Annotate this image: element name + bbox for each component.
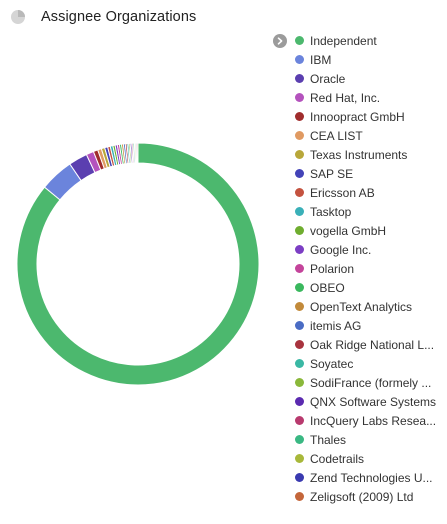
legend-color-dot [295, 150, 304, 159]
legend-label: Texas Instruments [310, 147, 408, 162]
legend-label: vogella GmbH [310, 223, 387, 238]
legend-label: SAP SE [310, 166, 354, 181]
legend-item[interactable]: Zeligsoft (2009) Ltd [295, 487, 440, 506]
chart-header: Assignee Organizations [10, 6, 196, 28]
legend-label: Innoopract GmbH [310, 109, 405, 124]
pie-slice[interactable] [16, 142, 260, 386]
legend-label: Soyatec [310, 356, 354, 371]
legend-color-dot [295, 169, 304, 178]
legend-color-dot [295, 93, 304, 102]
legend-color-dot [295, 245, 304, 254]
legend-color-dot [295, 340, 304, 349]
legend-item[interactable]: CEA LIST [295, 126, 440, 145]
legend-item[interactable]: vogella GmbH [295, 221, 440, 240]
legend-color-dot [295, 454, 304, 463]
legend-item[interactable]: Ericsson AB [295, 183, 440, 202]
legend-label: Oracle [310, 71, 346, 86]
legend-label: OBEO [310, 280, 345, 295]
legend-label: Red Hat, Inc. [310, 90, 381, 105]
legend-label: IBM [310, 52, 332, 67]
legend-label: CEA LIST [310, 128, 363, 143]
legend-label: SodiFrance (formely ... [310, 375, 432, 390]
legend-color-dot [295, 473, 304, 482]
legend-color-dot [295, 36, 304, 45]
chart-title: Assignee Organizations [41, 9, 197, 25]
legend-label: Zend Technologies U... [310, 470, 433, 485]
legend-color-dot [295, 131, 304, 140]
legend-label: Oak Ridge National L... [310, 337, 435, 352]
legend-item[interactable]: Zend Technologies U... [295, 468, 440, 487]
legend-label: itemis AG [310, 318, 362, 333]
legend-item[interactable]: Tasktop [295, 202, 440, 221]
legend-color-dot [295, 112, 304, 121]
legend-label: Thales [310, 432, 347, 447]
legend-item[interactable]: Red Hat, Inc. [295, 88, 440, 107]
legend-color-dot [295, 492, 304, 501]
legend-item[interactable]: Google Inc. [295, 240, 440, 259]
legend-color-dot [295, 226, 304, 235]
pie-chart-icon [11, 10, 25, 24]
legend-item[interactable]: Codetrails [295, 449, 440, 468]
legend-color-dot [295, 188, 304, 197]
donut-slices [16, 142, 260, 386]
legend-label: Ericsson AB [310, 185, 375, 200]
legend-color-dot [295, 359, 304, 368]
legend-label: Independent [310, 33, 377, 48]
legend-item[interactable]: QNX Software Systems [295, 392, 440, 411]
legend-color-dot [295, 378, 304, 387]
legend-label: Google Inc. [310, 242, 372, 257]
legend-color-dot [295, 74, 304, 83]
legend-label: IncQuery Labs Resea... [310, 413, 437, 428]
legend-item[interactable]: IncQuery Labs Resea... [295, 411, 440, 430]
legend-item[interactable]: SAP SE [295, 164, 440, 183]
legend-color-dot [295, 416, 304, 425]
legend-item[interactable]: Polarion [295, 259, 440, 278]
legend-color-dot [295, 321, 304, 330]
legend-item[interactable]: itemis AG [295, 316, 440, 335]
legend-color-dot [295, 283, 304, 292]
legend-item[interactable]: Soyatec [295, 354, 440, 373]
pie-slice[interactable] [136, 142, 139, 164]
legend-item[interactable]: SodiFrance (formely ... [295, 373, 440, 392]
legend-label: Codetrails [310, 451, 365, 466]
legend-color-dot [295, 55, 304, 64]
legend-toggle-button[interactable] [273, 34, 287, 48]
legend-label: OpenText Analytics [310, 299, 413, 314]
legend-color-dot [295, 397, 304, 406]
legend-label: Polarion [310, 261, 355, 276]
chart-legend: Independent IBM Oracle Red Hat, Inc. Innoopr… [295, 31, 440, 506]
legend-label: QNX Software Systems [310, 394, 437, 409]
legend-color-dot [295, 207, 304, 216]
legend-item[interactable]: Innoopract GmbH [295, 107, 440, 126]
legend-item[interactable]: Thales [295, 430, 440, 449]
legend-item[interactable]: Oak Ridge National L... [295, 335, 440, 354]
legend-color-dot [295, 264, 304, 273]
legend-item[interactable]: Independent [295, 31, 440, 50]
legend-item[interactable]: IBM [295, 50, 440, 69]
legend-item[interactable]: OpenText Analytics [295, 297, 440, 316]
legend-color-dot [295, 302, 304, 311]
chevron-right-icon [277, 37, 283, 45]
legend-label: Zeligsoft (2009) Ltd [310, 489, 414, 504]
legend-color-dot [295, 435, 304, 444]
legend-item[interactable]: Texas Instruments [295, 145, 440, 164]
legend-item[interactable]: OBEO [295, 278, 440, 297]
legend-label: Tasktop [310, 204, 352, 219]
legend-item[interactable]: Oracle [295, 69, 440, 88]
